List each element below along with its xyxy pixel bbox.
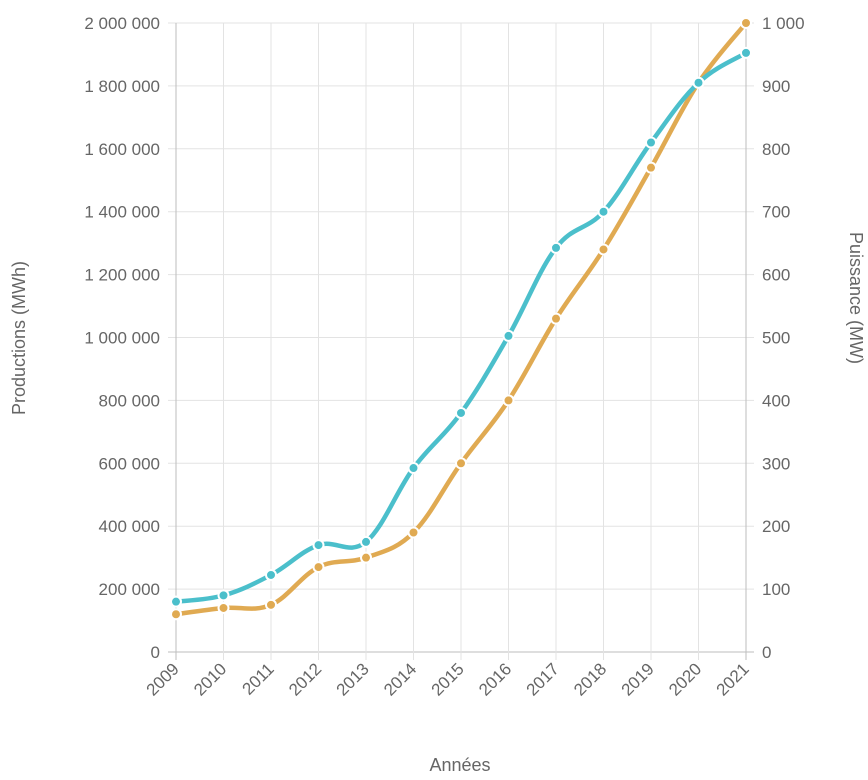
- x-axis-title: Années: [429, 755, 490, 775]
- y-right-tick-label: 700: [762, 203, 790, 222]
- point-productions: [455, 406, 467, 419]
- axes: 0 200 000 400 000 600 000 800 000 1 000 000 1 …: [84, 14, 804, 700]
- point-productions: [170, 595, 182, 608]
- y-left-tick-label: 200 000: [99, 580, 160, 599]
- point-puissance: [217, 601, 230, 614]
- point-puissance: [550, 312, 562, 325]
- y-right-tick-label: 300: [762, 454, 790, 473]
- point-puissance: [407, 526, 420, 539]
- point-puissance: [597, 243, 610, 256]
- point-puissance: [265, 598, 277, 611]
- y-left-tick-label: 1 000 000: [84, 329, 160, 348]
- point-productions: [740, 46, 752, 59]
- point-productions: [360, 535, 372, 548]
- point-puissance: [455, 457, 467, 470]
- point-puissance: [502, 394, 515, 407]
- y-right-tick-label: 0: [762, 643, 771, 662]
- y-right-tick-label: 900: [762, 77, 790, 96]
- x-tick-label: 2013: [333, 659, 373, 699]
- y-left-tick-label: 400 000: [99, 517, 160, 536]
- x-tick-label: 2009: [143, 659, 183, 699]
- y-right-tick-label: 1 000: [762, 14, 805, 33]
- data-points: [170, 17, 752, 621]
- x-tick-label: 2019: [618, 659, 658, 699]
- x-tick-label: 2010: [190, 659, 230, 699]
- x-tick-label: 2017: [523, 659, 563, 699]
- point-puissance: [360, 551, 372, 564]
- y-axis-left-title: Productions (MWh): [9, 261, 29, 415]
- point-productions: [217, 589, 230, 602]
- point-puissance: [312, 561, 325, 574]
- x-tick-label: 2012: [285, 659, 325, 699]
- x-tick-label: 2014: [380, 659, 420, 699]
- point-productions: [597, 205, 610, 218]
- x-tick-label: 2020: [665, 659, 705, 699]
- point-puissance: [740, 17, 752, 29]
- y-left-tick-label: 800 000: [99, 391, 160, 410]
- point-productions: [502, 329, 515, 342]
- x-tick-label: 2011: [239, 659, 278, 698]
- point-productions: [550, 241, 562, 254]
- y-right-tick-label: 200: [762, 517, 790, 536]
- x-tick-label: 2021: [713, 659, 753, 699]
- y-right-tick-label: 400: [762, 391, 790, 410]
- y-right-tick-label: 100: [762, 580, 790, 599]
- y-left-tick-label: 1 400 000: [84, 203, 160, 222]
- point-productions: [645, 136, 657, 149]
- grid: [168, 22, 754, 660]
- y-left-tick-label: 1 600 000: [84, 140, 160, 159]
- y-left-tick-label: 1 200 000: [84, 266, 160, 285]
- point-puissance: [170, 608, 182, 621]
- y-left-tick-label: 0: [151, 643, 160, 662]
- y-left-tick-label: 2 000 000: [84, 14, 160, 33]
- point-productions: [312, 539, 325, 552]
- point-productions: [692, 76, 705, 89]
- point-productions: [265, 568, 277, 581]
- y-right-tick-label: 600: [762, 266, 790, 285]
- point-puissance: [645, 161, 657, 174]
- y-axis-right-title: Puissance (MW): [846, 232, 866, 364]
- x-tick-label: 2015: [428, 659, 468, 699]
- y-right-tick-label: 800: [762, 140, 790, 159]
- y-left-tick-label: 600 000: [99, 454, 160, 473]
- x-tick-label: 2018: [570, 659, 610, 699]
- y-right-tick-label: 500: [762, 329, 790, 348]
- point-productions: [407, 462, 420, 475]
- x-tick-label: 2016: [475, 659, 515, 699]
- y-left-tick-label: 1 800 000: [84, 77, 160, 96]
